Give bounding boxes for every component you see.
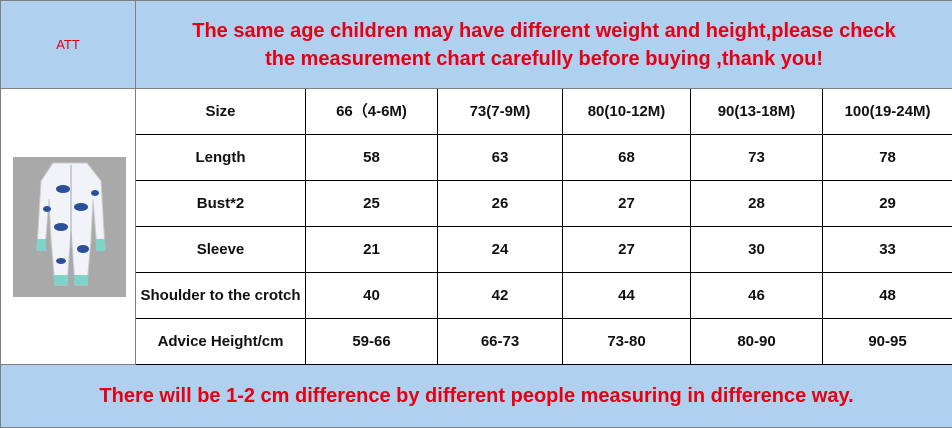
cell: 21: [306, 227, 438, 273]
cell: 24: [438, 227, 563, 273]
row-label: Shoulder to the crotch: [136, 273, 306, 319]
row-label: Length: [136, 135, 306, 181]
row-label: Advice Height/cm: [136, 319, 306, 365]
cell: 73: [691, 135, 823, 181]
row-label: Bust*2: [136, 181, 306, 227]
product-image: [1, 89, 136, 365]
cell: 90(13-18M): [691, 89, 823, 135]
notice-line: The same age children may have different…: [140, 17, 948, 45]
cell: 80(10-12M): [563, 89, 691, 135]
cell: 25: [306, 181, 438, 227]
cell: 29: [823, 181, 952, 227]
cell: 63: [438, 135, 563, 181]
row-label: Sleeve: [136, 227, 306, 273]
cell: 66（4-6M): [306, 89, 438, 135]
cell: 66-73: [438, 319, 563, 365]
cell: 100(19-24M): [823, 89, 952, 135]
cell: 73-80: [563, 319, 691, 365]
cell: 90-95: [823, 319, 952, 365]
cell: 58: [306, 135, 438, 181]
cell: 28: [691, 181, 823, 227]
cell: 78: [823, 135, 952, 181]
cell: 80-90: [691, 319, 823, 365]
notice-line: the measurement chart carefully before b…: [140, 45, 948, 73]
romper-photo: [1, 89, 136, 359]
cell: 27: [563, 227, 691, 273]
att-label: ATT: [1, 1, 136, 89]
cell: 33: [823, 227, 952, 273]
cell: 59-66: [306, 319, 438, 365]
notice: The same age children may have different…: [136, 1, 952, 89]
cell: 68: [563, 135, 691, 181]
cell: 42: [438, 273, 563, 319]
cell: 48: [823, 273, 952, 319]
cell: 26: [438, 181, 563, 227]
row-label: Size: [136, 89, 306, 135]
cell: 46: [691, 273, 823, 319]
footer-note: There will be 1-2 cm difference by diffe…: [1, 365, 952, 428]
cell: 40: [306, 273, 438, 319]
cell: 73(7-9M): [438, 89, 563, 135]
cell: 44: [563, 273, 691, 319]
cell: 30: [691, 227, 823, 273]
cell: 27: [563, 181, 691, 227]
footer-row: There will be 1-2 cm difference by diffe…: [1, 365, 952, 428]
